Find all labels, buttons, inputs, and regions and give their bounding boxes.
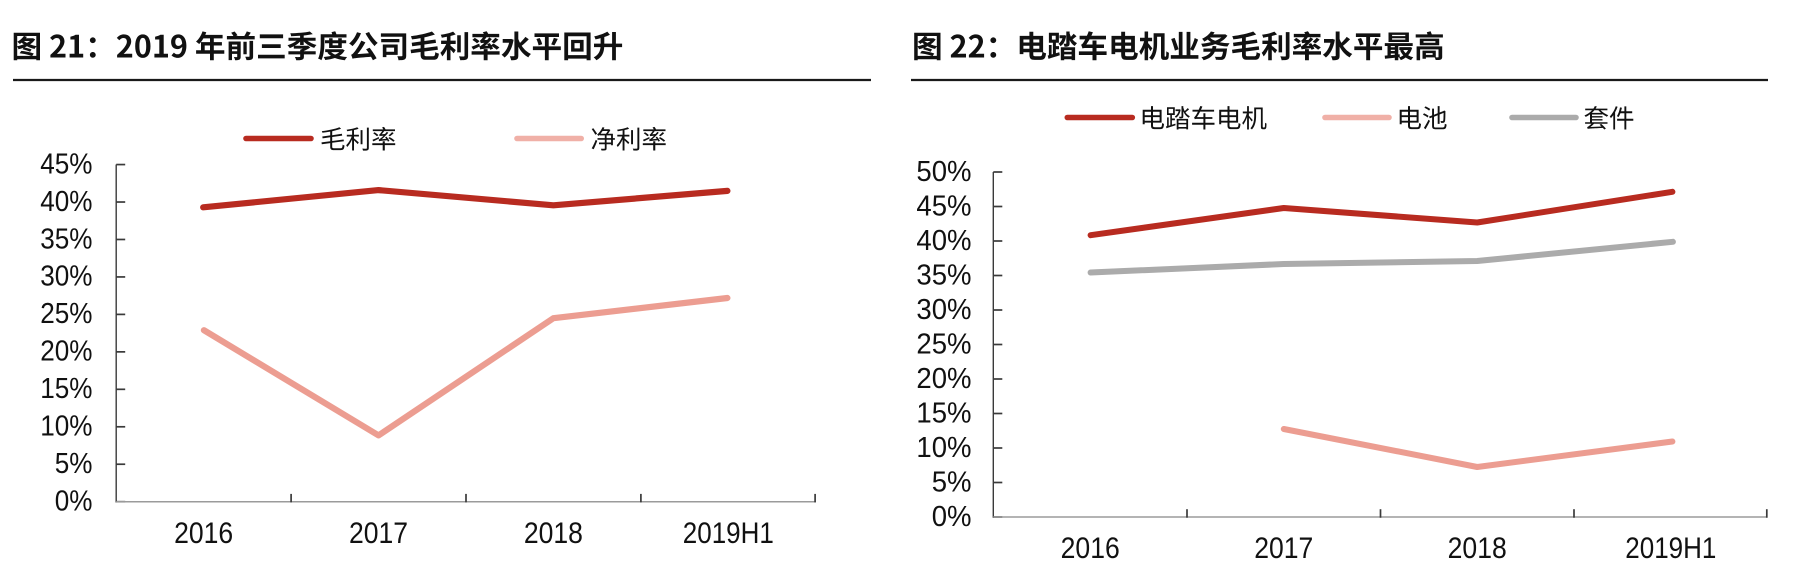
svg-text:35%: 35%	[40, 222, 92, 255]
svg-text:45%: 45%	[916, 189, 971, 222]
svg-text:2018: 2018	[1448, 532, 1507, 565]
svg-text:2016: 2016	[1061, 532, 1120, 565]
svg-text:25%: 25%	[40, 297, 92, 330]
svg-text:20%: 20%	[40, 334, 92, 367]
svg-text:2018: 2018	[524, 517, 583, 550]
svg-text:15%: 15%	[916, 396, 971, 429]
svg-text:20%: 20%	[916, 362, 971, 395]
svg-text:25%: 25%	[916, 327, 971, 360]
svg-text:40%: 40%	[40, 185, 92, 218]
svg-text:5%: 5%	[55, 447, 93, 480]
svg-text:45%: 45%	[40, 147, 92, 180]
svg-text:2016: 2016	[174, 517, 233, 550]
svg-text:5%: 5%	[932, 465, 972, 498]
svg-text:2019H1: 2019H1	[683, 517, 774, 550]
svg-text:35%: 35%	[916, 258, 971, 291]
svg-text:2017: 2017	[349, 517, 408, 550]
svg-text:50%: 50%	[916, 155, 971, 188]
svg-text:15%: 15%	[40, 372, 92, 405]
svg-text:0%: 0%	[932, 500, 972, 533]
svg-text:10%: 10%	[40, 409, 92, 442]
svg-text:2017: 2017	[1254, 532, 1313, 565]
svg-text:40%: 40%	[916, 224, 971, 257]
svg-text:30%: 30%	[40, 259, 92, 292]
svg-text:0%: 0%	[55, 484, 93, 517]
svg-text:2019H1: 2019H1	[1625, 531, 1716, 564]
svg-text:30%: 30%	[916, 293, 971, 326]
svg-text:10%: 10%	[916, 431, 971, 464]
